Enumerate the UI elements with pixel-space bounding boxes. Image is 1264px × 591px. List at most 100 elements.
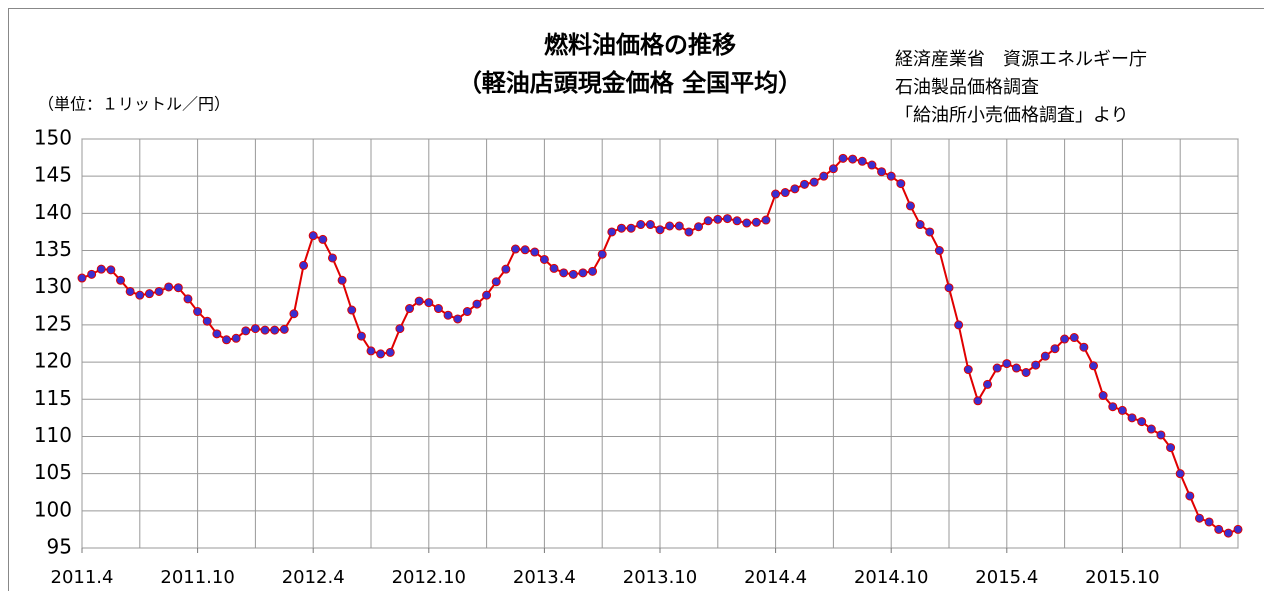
marker — [886, 171, 896, 181]
marker — [482, 290, 492, 300]
marker — [212, 329, 222, 339]
y-tick-label: 135 — [34, 237, 72, 261]
marker — [501, 264, 511, 274]
marker — [231, 333, 241, 343]
chart-title: 燃料油価格の推移 — [544, 31, 736, 59]
marker — [530, 247, 540, 257]
y-tick-label: 140 — [34, 200, 72, 224]
marker — [963, 365, 973, 375]
marker — [1156, 430, 1166, 440]
marker — [665, 221, 675, 231]
y-tick-label: 150 — [34, 126, 72, 150]
marker — [751, 217, 761, 227]
marker — [780, 188, 790, 198]
y-tick-label: 95 — [47, 535, 72, 559]
marker — [1117, 405, 1127, 415]
marker — [1002, 359, 1012, 369]
marker — [896, 179, 906, 189]
marker — [144, 289, 154, 299]
marker — [877, 167, 887, 177]
marker — [443, 310, 453, 320]
marker — [1146, 424, 1156, 434]
marker — [578, 268, 588, 278]
marker — [674, 221, 684, 231]
marker — [1040, 351, 1050, 361]
marker — [838, 153, 848, 163]
marker — [1011, 363, 1021, 373]
chart-subtitle: （軽油店頭現金価格 全国平均） — [458, 69, 802, 97]
y-axis-label: （単位：１リットル／円） — [38, 95, 230, 114]
y-tick-label: 120 — [34, 349, 72, 373]
marker — [154, 286, 164, 296]
marker — [944, 283, 954, 293]
x-tick-label: 2013.4 — [513, 567, 576, 588]
marker — [559, 268, 569, 278]
marker — [1137, 417, 1147, 427]
marker — [279, 324, 289, 334]
x-tick-label: 2014.10 — [854, 567, 928, 588]
marker — [713, 214, 723, 224]
marker — [655, 225, 665, 235]
marker — [405, 304, 415, 314]
marker — [183, 294, 193, 304]
marker — [1031, 360, 1041, 370]
marker — [1079, 342, 1089, 352]
marker — [327, 253, 337, 263]
marker — [1214, 524, 1224, 534]
marker — [77, 273, 87, 283]
marker — [125, 286, 135, 296]
marker — [376, 349, 386, 359]
marker — [395, 324, 405, 334]
marker — [732, 216, 742, 226]
y-tick-label: 100 — [34, 497, 72, 521]
marker — [106, 265, 116, 275]
y-tick-label: 115 — [34, 386, 72, 410]
marker — [848, 154, 858, 164]
marker — [549, 263, 559, 273]
marker — [491, 277, 501, 287]
marker — [857, 156, 867, 166]
marker — [1233, 524, 1243, 534]
marker — [96, 264, 106, 274]
marker — [520, 245, 530, 255]
marker — [915, 220, 925, 230]
marker — [511, 244, 520, 254]
marker — [1166, 443, 1176, 453]
marker — [173, 283, 183, 293]
marker — [790, 184, 800, 194]
x-tick-label: 2013.10 — [623, 567, 697, 588]
x-tick-label: 2011.10 — [160, 567, 234, 588]
marker — [1069, 333, 1079, 343]
marker — [424, 298, 434, 308]
marker — [616, 223, 626, 233]
marker — [722, 214, 732, 224]
marker — [819, 171, 829, 181]
marker — [222, 335, 231, 345]
y-tick-label: 145 — [34, 163, 72, 187]
marker — [828, 164, 838, 174]
marker — [703, 216, 713, 226]
marker — [164, 282, 174, 292]
marker — [1194, 513, 1204, 523]
x-tick-label: 2015.4 — [975, 567, 1038, 588]
marker — [983, 379, 993, 389]
marker — [539, 254, 549, 264]
marker — [270, 325, 280, 335]
marker — [597, 249, 607, 259]
marker — [925, 227, 935, 237]
marker — [684, 227, 694, 237]
marker — [385, 347, 395, 357]
marker — [308, 231, 318, 241]
marker — [1127, 413, 1137, 423]
marker — [1060, 334, 1070, 344]
marker — [973, 396, 983, 406]
y-tick-label: 130 — [34, 274, 72, 298]
x-tick-label: 2012.10 — [392, 567, 466, 588]
marker — [87, 269, 97, 279]
marker — [742, 218, 752, 228]
x-tick-label: 2014.4 — [744, 567, 807, 588]
marker — [934, 246, 944, 256]
marker — [116, 275, 126, 285]
marker — [1108, 402, 1118, 412]
